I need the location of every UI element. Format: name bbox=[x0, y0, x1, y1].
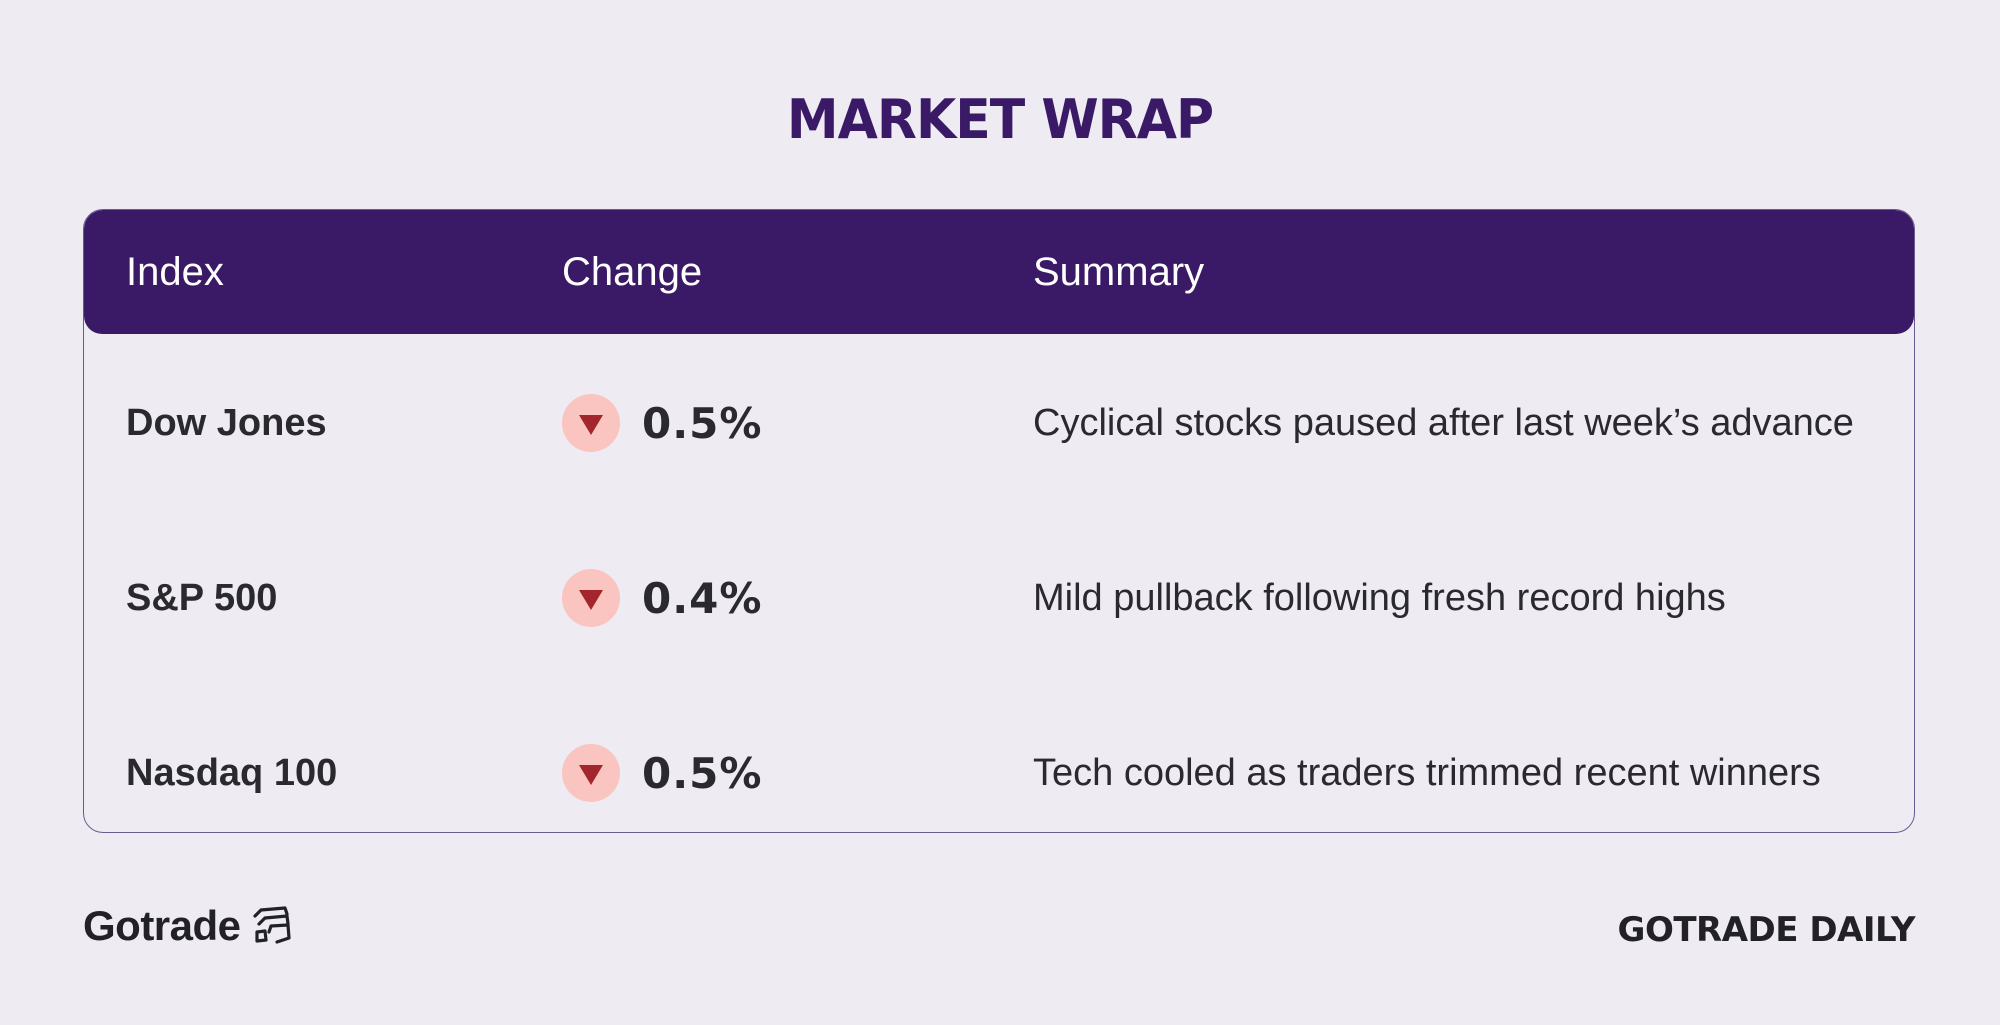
change-cell: 0.5% bbox=[562, 742, 762, 804]
summary-text: Cyclical stocks paused after last week’s… bbox=[1033, 402, 1854, 444]
table-row: S&P 500 0.4% Mild pullback following fre… bbox=[84, 569, 1914, 746]
change-value: 0.5% bbox=[642, 748, 763, 798]
down-badge bbox=[562, 569, 620, 627]
change-cell: 0.4% bbox=[562, 567, 762, 629]
down-badge bbox=[562, 394, 620, 452]
brand-logo: Gotrade bbox=[83, 896, 293, 956]
brand-name: Gotrade bbox=[83, 902, 241, 949]
table-header: Index Change Summary bbox=[84, 210, 1914, 334]
table-row: Nasdaq 100 0.5% Tech cooled as traders t… bbox=[84, 744, 1914, 832]
header-change: Change bbox=[562, 250, 703, 294]
change-value: 0.4% bbox=[642, 573, 763, 623]
table-row: Dow Jones 0.5% Cyclical stocks paused af… bbox=[84, 394, 1914, 571]
market-table: Index Change Summary Dow Jones 0.5% Cycl… bbox=[83, 209, 1915, 833]
down-arrow-icon bbox=[579, 590, 603, 610]
gotrade-logo-icon bbox=[252, 906, 291, 944]
change-value: 0.5% bbox=[642, 398, 763, 448]
down-arrow-icon bbox=[579, 765, 603, 785]
index-name: S&P 500 bbox=[126, 577, 278, 619]
header-index: Index bbox=[126, 250, 224, 294]
down-arrow-icon bbox=[579, 415, 603, 435]
header-summary: Summary bbox=[1033, 250, 1205, 294]
summary-text: Tech cooled as traders trimmed recent wi… bbox=[1033, 752, 1821, 794]
summary-text: Mild pullback following fresh record hig… bbox=[1033, 577, 1726, 619]
page-title: MARKET WRAP bbox=[786, 88, 1214, 152]
footer-daily-label: GOTRADE DAILY bbox=[1617, 910, 1916, 950]
index-name: Nasdaq 100 bbox=[126, 752, 338, 794]
down-badge bbox=[562, 744, 620, 802]
index-name: Dow Jones bbox=[126, 402, 327, 444]
change-cell: 0.5% bbox=[562, 392, 762, 454]
